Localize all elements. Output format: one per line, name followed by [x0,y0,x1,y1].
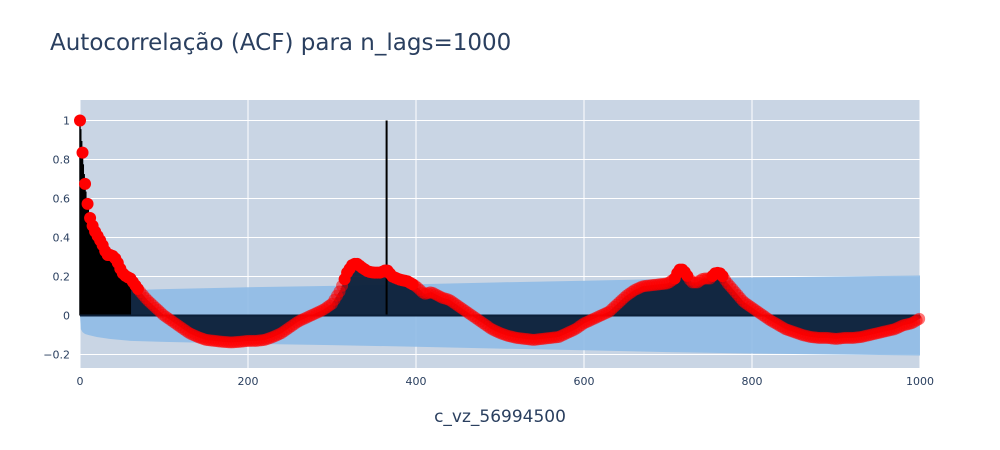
acf-stem-lines-early [79,120,132,316]
x-axis-label: c_vz_56994500 [434,407,566,427]
x-tick-label: 0 [77,375,84,388]
y-axis-ticks: −0.2 0 0.2 0.4 0.6 0.8 1 [43,115,70,362]
x-tick-label: 600 [574,375,595,388]
chart-title: Autocorrelação (ACF) para n_lags=1000 [50,30,511,56]
y-tick-label: −0.2 [43,349,70,362]
acf-point [913,312,926,325]
x-tick-label: 1000 [906,375,934,388]
y-tick-label: 0.8 [53,154,71,167]
y-tick-label: 0.6 [53,193,71,206]
acf-point [79,177,92,190]
x-axis-ticks: 0 200 400 600 800 1000 [77,375,935,388]
acf-point [76,146,89,159]
acf-points [74,114,926,349]
x-tick-label: 400 [406,375,427,388]
y-tick-label: 0 [63,310,70,323]
acf-point [81,197,94,210]
x-tick-label: 800 [742,375,763,388]
y-tick-label: 0.4 [53,232,71,245]
y-tick-label: 0.2 [53,271,71,284]
y-tick-label: 1 [63,115,70,128]
x-tick-label: 200 [238,375,259,388]
acf-point [74,114,86,127]
